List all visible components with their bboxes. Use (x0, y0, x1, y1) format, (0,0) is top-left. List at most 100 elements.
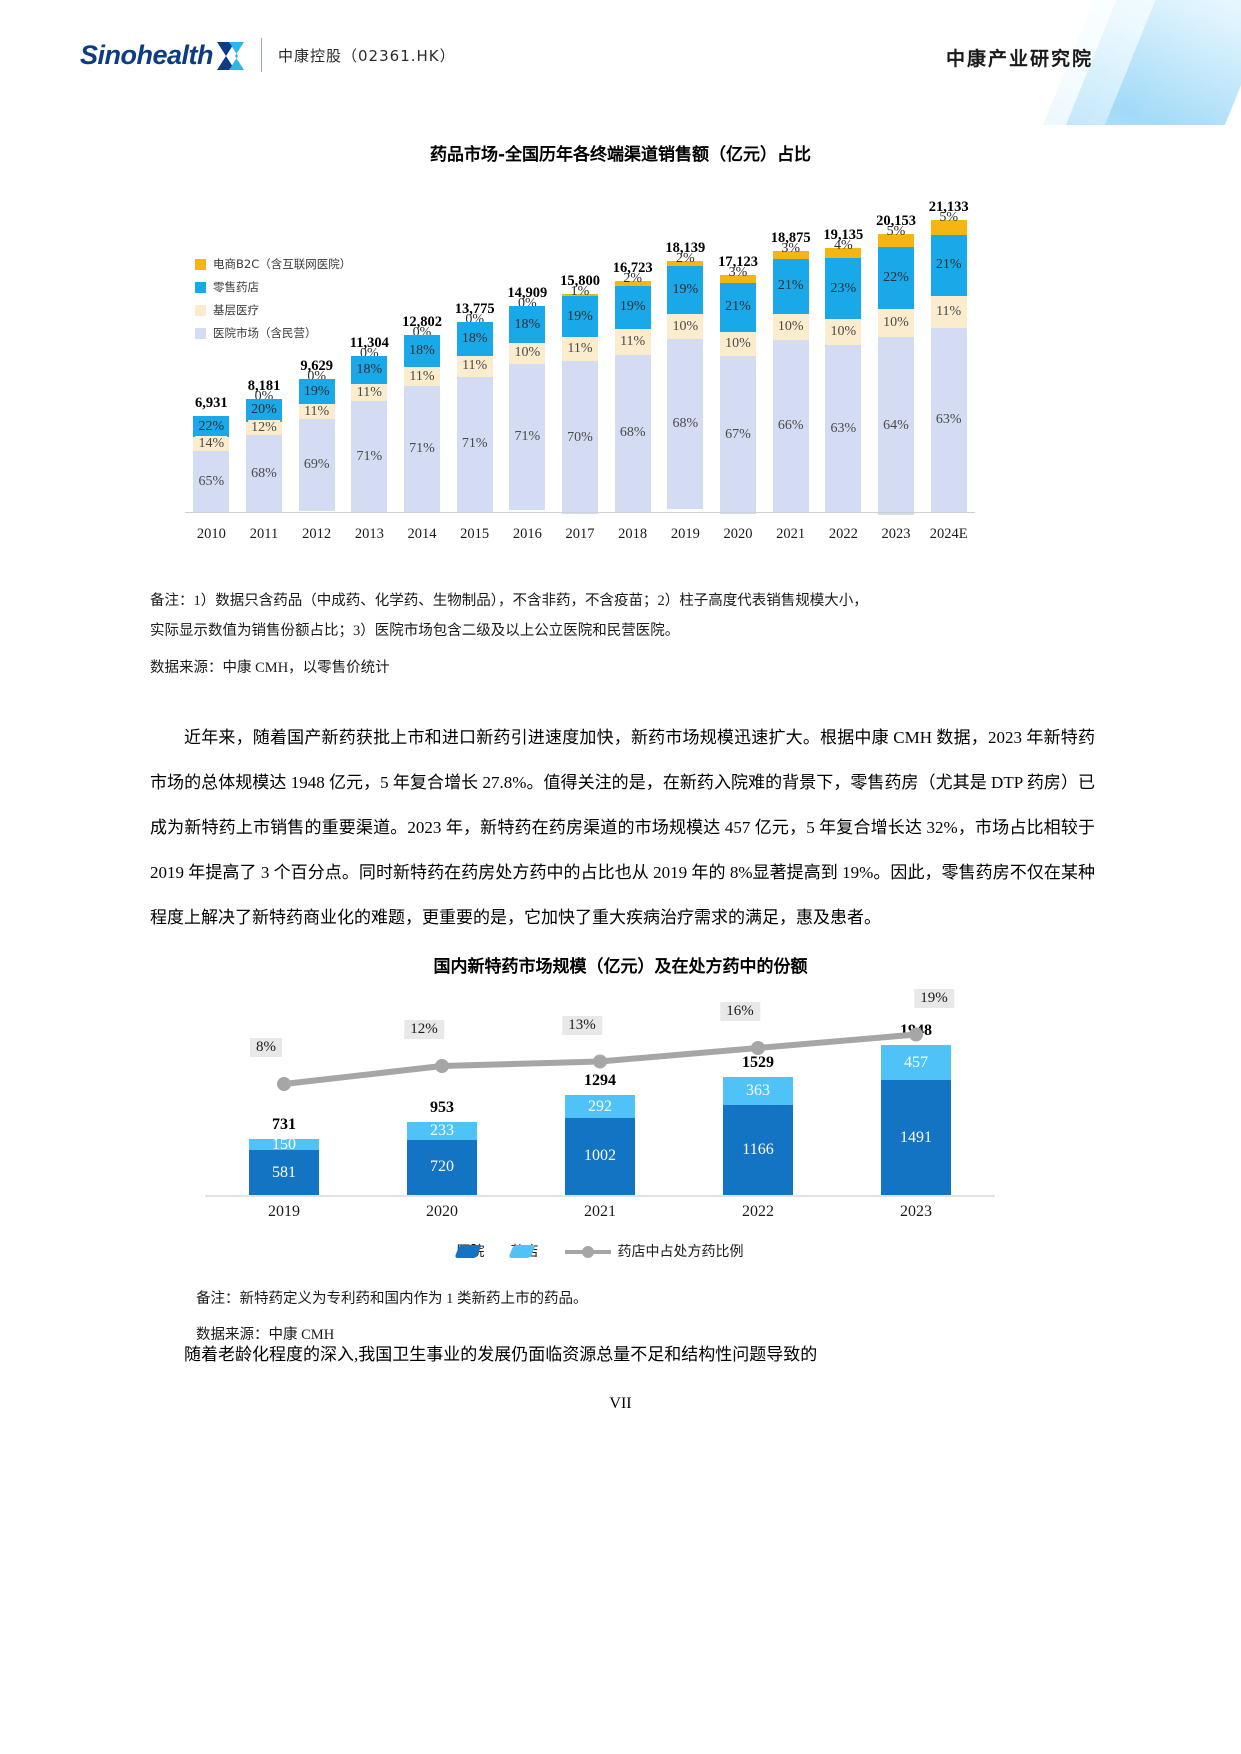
chart2-segment-pharmacy: 292 (565, 1095, 635, 1118)
logo-divider (261, 38, 263, 72)
chart1-segment-pc: 11% (298, 403, 335, 420)
chart1-segment-ec: 2% (614, 271, 651, 286)
chart1-segment-label: 63% (830, 420, 857, 436)
legend-swatch-icon (195, 327, 206, 339)
chart1-segment-pc: 10% (667, 313, 704, 340)
chart1-bar-total-label: 14,909 (507, 285, 548, 301)
chart1-segment-label: 22% (198, 418, 225, 434)
chart1-bar-total-label: 11,304 (349, 334, 389, 351)
chart1-segment-label: 65% (198, 473, 225, 489)
chart2-plot-area: 731 150 581 953 233 720 1294 292 1002 1529 363 1166… (205, 988, 995, 1195)
chart2-legend-label: 药店中占处方药比例 (617, 1244, 744, 1260)
chart2-legend: 医院 药店 药店中占处方药比例 (205, 1241, 995, 1261)
chart1-bar-column: 16,723 2% 19% 11% 68% (613, 260, 653, 512)
chart2-legend-item-2: 药店中占处方药比例 (564, 1241, 744, 1261)
chart1-segment-label: 18% (409, 343, 435, 359)
chart1-segment-hp: 69% (298, 418, 335, 511)
chart1-segment-rt: 21% (772, 259, 809, 314)
brand-logo: Sinohealth 中康控股（02361.HK） (80, 38, 456, 72)
chart1-segment-label: 19% (619, 299, 646, 315)
chart1-segment-label: 5% (939, 210, 958, 225)
chart1-legend-label: 零售药店 (213, 280, 259, 294)
chart1-bar-column: 8,181 0% 20% 12% 68% (246, 378, 282, 512)
chart2-segment-hospital: 1002 (565, 1117, 635, 1195)
chart1-segment-label: 10% (511, 345, 544, 362)
chart1-bar-total-label: 8,181 (247, 377, 281, 394)
chart1-segment-rt: 21% (720, 282, 756, 333)
chart2-segment-hospital: 581 (249, 1150, 319, 1195)
chart1-segment-rt: 19% (667, 266, 704, 314)
chart1-legend: 电商B2C（含互联网医院） 零售药店 基层医疗 医院市场（含民营） (195, 256, 351, 348)
chart1-segment-rt: 21% (930, 234, 967, 296)
chart2-legend-item-0: 医院 (453, 1241, 485, 1261)
chart1-segment-label: 4% (833, 237, 853, 253)
chart1-bar-column: 20,153 5% 22% 10% 64% (876, 213, 916, 515)
chart1-segment-pc: 11% (351, 383, 388, 402)
chart2-x-label: 2019 (268, 1203, 300, 1220)
chart1-segment-ec: 3% (772, 241, 809, 260)
chart1-segment-pc: 11% (562, 337, 598, 362)
chart1-legend-item-3: 医院市场（含民营） (195, 325, 351, 341)
chart1-segment-label: 5% (886, 223, 906, 239)
chart1-segment-label: 3% (781, 241, 800, 257)
chart1-segment-label: 68% (672, 416, 699, 432)
chart1-bar-total-label: 19,135 (823, 226, 864, 243)
chart1-bar-total-label: 18,875 (770, 230, 811, 247)
chart1-segment-label: 21% (935, 257, 962, 273)
chart1-bar-column: 6,931 22% 14% 65% (193, 395, 230, 513)
chart2-segment-value: 292 (588, 1097, 612, 1115)
chart2-segment-pharmacy: 457 (881, 1045, 951, 1081)
chart2-source: 数据来源：中康 CMH (196, 1327, 335, 1343)
chart1-segment-label: 22% (883, 270, 909, 286)
chart1-segment-ec: 5% (930, 210, 967, 235)
chart1-x-label: 2015 (460, 526, 490, 542)
chart1-segment-rt: 18% (456, 321, 493, 356)
chart1-title: 药品市场-全国历年各终端渠道销售额（亿元）占比 (429, 145, 812, 165)
chart1-bar-total-label: 20,153 (876, 212, 916, 229)
chart1-segment-hp: 66% (772, 339, 809, 512)
chart2-segment-hospital: 1166 (723, 1105, 793, 1195)
chart2-trend-line (277, 1027, 923, 1091)
chart1-segment-pc: 10% (720, 332, 756, 356)
chart1-segment-hp: 68% (667, 339, 704, 510)
chart2-segment-value: 1491 (900, 1128, 932, 1146)
chart2-bar-column: 953 233 720 (407, 1099, 477, 1195)
legend-swatch-icon (453, 1244, 482, 1258)
chart2-line-value-label: 19% (914, 988, 954, 1008)
chart1-bar-column: 9,629 0% 19% 11% 69% (298, 358, 335, 512)
chart2-x-label: 2021 (584, 1203, 616, 1220)
chart1-segment-label: 67% (725, 427, 751, 443)
chart2-segment-hospital: 1491 (881, 1080, 951, 1195)
chart2-segment-value: 581 (272, 1163, 296, 1181)
chart1-segment-hp: 68% (614, 354, 651, 512)
chart1-bar-column: 18,875 3% 21% 10% 66% (771, 230, 811, 512)
chart2-segment-value: 233 (430, 1121, 454, 1139)
chart2-segment-pharmacy: 363 (723, 1077, 793, 1106)
chart1-bar-column: 14,909 0% 18% 10% 71% (507, 285, 547, 512)
chart1-x-label: 2010 (196, 526, 226, 542)
chart1-segment-pc: 10% (825, 318, 862, 346)
chart1-segment-pc: 12% (246, 420, 282, 437)
chart2-bar-column: 731 150 581 (249, 1116, 319, 1195)
chart1-segment-hp: 71% (351, 401, 388, 512)
chart1-bar-total-label: 9,629 (300, 357, 333, 374)
chart1-segment-label: 1% (570, 283, 590, 299)
chart1-segment-rt: 22% (193, 416, 230, 438)
logo-subtitle: 中康控股（02361.HK） (278, 46, 456, 65)
chart1-bar-column: 12,802 0% 18% 11% 71% (402, 314, 442, 512)
chart1-segment-label: 70% (567, 429, 593, 445)
chart1-segment-label: 19% (303, 383, 330, 399)
chart1-segment-label: 11% (564, 341, 596, 358)
chart1-x-label: 2013 (354, 526, 384, 542)
chart1-segment-rt: 22% (878, 247, 914, 309)
chart1-legend-item-1: 零售药店 (195, 279, 351, 295)
chart1-bar-column: 13,775 0% 18% 11% 71% (455, 301, 495, 512)
chart1-legend-label: 电商B2C（含互联网医院） (213, 257, 352, 271)
chart2-legend-item-1: 药店 (507, 1241, 539, 1261)
chart1-segment-ec: 1% (562, 284, 598, 299)
chart1-bar-total-label: 13,775 (454, 300, 495, 317)
chart1-segment-label: 63% (935, 411, 962, 427)
chart1-segment-hp: 63% (825, 345, 862, 512)
chart2-segment-value: 720 (430, 1158, 454, 1176)
chart1-segment-label: 11% (301, 403, 333, 420)
